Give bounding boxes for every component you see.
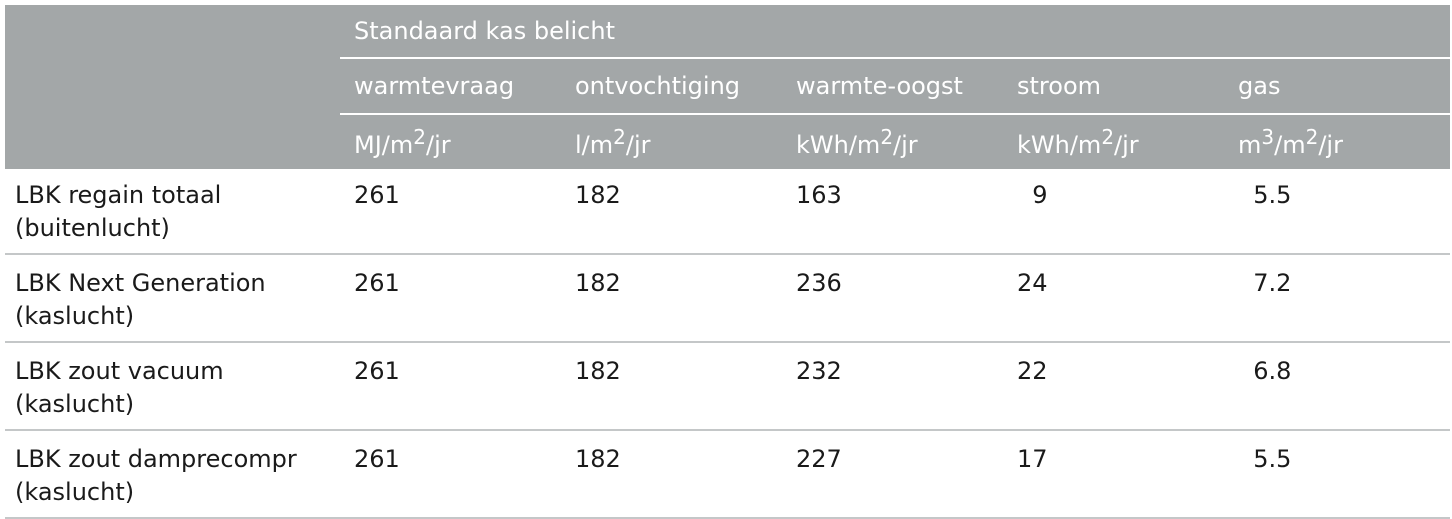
column-header-stroom: stroom [1003, 57, 1224, 114]
cell-warmtevraag: 261 [340, 169, 561, 255]
unit-text: m [1238, 131, 1262, 159]
cell-stroom: 24 [1003, 254, 1224, 343]
energy-table: Standaard kas belicht warmtevraag ontvoc… [5, 5, 1450, 519]
row-label-line2: (buitenlucht) [15, 214, 170, 242]
cell-stroom: 22 [1003, 342, 1224, 431]
table-header: Standaard kas belicht warmtevraag ontvoc… [5, 5, 1450, 169]
row-label: LBK zout damprecompr (kaslucht) [5, 430, 340, 519]
table-row: LBK zout vacuum (kaslucht) 261 182 232 22… [5, 342, 1450, 431]
cell-stroom: 17 [1003, 430, 1224, 519]
table-row: LBK regain totaal (buitenlucht) 261 182 1… [5, 169, 1450, 255]
row-label-line1: LBK zout vacuum [15, 357, 224, 385]
unit-exponent: 2 [1305, 125, 1319, 149]
unit-text: kWh/m [796, 131, 881, 159]
cell-warmtevraag: 261 [340, 342, 561, 431]
column-header-warmtevraag: warmtevraag [340, 57, 561, 114]
column-header-ontvochtiging: ontvochtiging [561, 57, 782, 114]
cell-gas: 6.8 [1224, 342, 1450, 431]
row-label-line2: (kaslucht) [15, 478, 135, 506]
cell-ontvochtiging: 182 [561, 169, 782, 255]
column-header-warmte-oogst: warmte-oogst [782, 57, 1003, 114]
unit-exponent: 2 [880, 125, 894, 149]
cell-gas: 5.5 [1224, 169, 1450, 255]
cell-warmtevraag: 261 [340, 430, 561, 519]
row-label: LBK regain totaal (buitenlucht) [5, 169, 340, 255]
unit-text: /jr [1114, 131, 1139, 159]
group-header: Standaard kas belicht [340, 5, 1450, 58]
unit-header-stroom: kWh/m2/jr [1003, 113, 1224, 169]
unit-text: MJ/m [354, 131, 414, 159]
cell-warmte-oogst: 163 [782, 169, 1003, 255]
unit-header-ontvochtiging: l/m2/jr [561, 113, 782, 169]
unit-exponent: 2 [1101, 125, 1115, 149]
cell-warmte-oogst: 227 [782, 430, 1003, 519]
cell-warmtevraag: 261 [340, 254, 561, 343]
unit-text: l/m [575, 131, 614, 159]
unit-header-gas: m3/m2/jr [1224, 113, 1450, 169]
unit-text: /jr [893, 131, 918, 159]
unit-exponent: 2 [613, 125, 626, 149]
unit-header-warmtevraag: MJ/m2/jr [340, 113, 561, 169]
table-body: LBK regain totaal (buitenlucht) 261 182 1… [5, 169, 1450, 519]
energy-table-container: Standaard kas belicht warmtevraag ontvoc… [5, 5, 1450, 519]
row-label-line1: LBK regain totaal [15, 181, 222, 209]
cell-warmte-oogst: 232 [782, 342, 1003, 431]
table-row: LBK Next Generation (kaslucht) 261 182 23… [5, 254, 1450, 343]
unit-text: /jr [625, 131, 651, 159]
cell-ontvochtiging: 182 [561, 342, 782, 431]
header-corner-cell [5, 5, 340, 169]
unit-text: /m [1274, 131, 1306, 159]
cell-warmte-oogst: 236 [782, 254, 1003, 343]
cell-gas: 5.5 [1224, 430, 1450, 519]
unit-text: /jr [1318, 131, 1343, 159]
table-row: LBK zout damprecompr (kaslucht) 261 182 2… [5, 430, 1450, 519]
unit-text: kWh/m [1017, 131, 1102, 159]
unit-exponent: 2 [413, 125, 426, 149]
row-label: LBK Next Generation (kaslucht) [5, 254, 340, 343]
unit-text: /jr [425, 131, 451, 159]
row-label-line1: LBK Next Generation [15, 269, 266, 297]
row-label: LBK zout vacuum (kaslucht) [5, 342, 340, 431]
cell-ontvochtiging: 182 [561, 254, 782, 343]
cell-gas: 7.2 [1224, 254, 1450, 343]
row-label-line2: (kaslucht) [15, 390, 135, 418]
column-header-gas: gas [1224, 57, 1450, 114]
row-label-line1: LBK zout damprecompr [15, 445, 297, 473]
cell-ontvochtiging: 182 [561, 430, 782, 519]
row-label-line2: (kaslucht) [15, 302, 135, 330]
cell-stroom: 9 [1003, 169, 1224, 255]
unit-header-warmte-oogst: kWh/m2/jr [782, 113, 1003, 169]
unit-exponent: 3 [1261, 125, 1275, 149]
